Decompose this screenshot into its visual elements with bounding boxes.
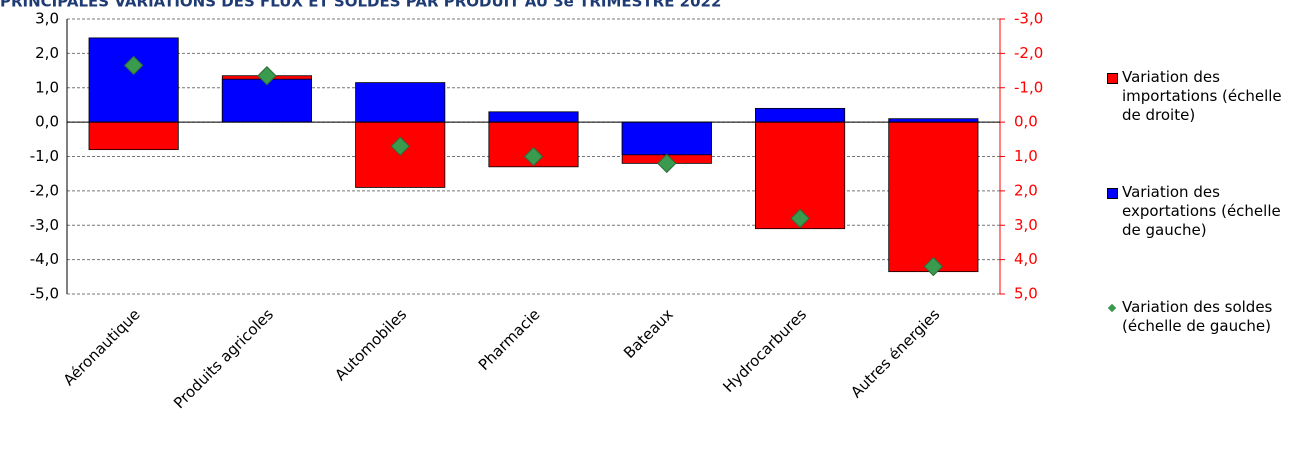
- legend-swatch: [1107, 188, 1118, 199]
- marker: [257, 66, 277, 86]
- bar: [888, 118, 979, 123]
- y2-tick-label: 3,0: [1014, 216, 1038, 234]
- marker: [790, 208, 810, 229]
- bar: [355, 82, 446, 123]
- y2-tick-label: 5,0: [1014, 285, 1038, 303]
- marker: [390, 136, 410, 156]
- y2-tick-label: -3,0: [1014, 10, 1043, 28]
- y-tick-label: 1,0: [35, 78, 59, 96]
- y2-tick-label: 0,0: [1014, 113, 1038, 131]
- bar: [221, 78, 312, 123]
- y-tick-label: -1,0: [30, 147, 59, 165]
- marker: [123, 55, 144, 76]
- legend-label: Variation des soldes (échelle de gauche): [1122, 298, 1273, 335]
- x-tick-label: Automobiles: [331, 305, 410, 384]
- bar: [88, 121, 179, 151]
- legend-label: Variation des importations (échelle de d…: [1122, 68, 1282, 124]
- x-tick-label: Aéronautique: [60, 305, 144, 389]
- x-tick-label: Hydrocarbures: [719, 305, 810, 396]
- legend-label: Variation des exportations (échelle de g…: [1122, 183, 1281, 239]
- y2-tick-label: -1,0: [1014, 78, 1043, 96]
- y-tick-label: -3,0: [30, 216, 59, 234]
- legend-swatch: [1107, 73, 1118, 84]
- bar: [621, 121, 712, 156]
- bar: [888, 121, 979, 273]
- y-tick-label: -2,0: [30, 181, 59, 199]
- y2-tick-label: 4,0: [1014, 250, 1038, 268]
- y2-tick-label: 2,0: [1014, 181, 1038, 199]
- chart-title: PRINCIPALES VARIATIONS DES FLUX ET SOLDE…: [0, 0, 721, 11]
- y2-tick-label: 1,0: [1014, 147, 1038, 165]
- y-tick-label: 2,0: [35, 44, 59, 62]
- x-tick-label: Pharmacie: [475, 305, 544, 374]
- y-tick-label: 0,0: [35, 113, 59, 131]
- legend-entry: Variation des soldes (échelle de gauche): [1107, 298, 1312, 336]
- x-tick-label: Autres énergies: [847, 305, 943, 401]
- y-tick-label: -4,0: [30, 250, 59, 268]
- marker: [523, 146, 544, 167]
- legend-entry: Variation des importations (échelle de d…: [1107, 68, 1312, 125]
- marker: [657, 153, 677, 174]
- y-tick-label: 3,0: [35, 10, 59, 28]
- marker: [923, 256, 944, 277]
- bar: [488, 111, 579, 123]
- legend-entry: Variation des exportations (échelle de g…: [1107, 183, 1312, 240]
- x-tick-label: Produits agricoles: [170, 305, 277, 412]
- y-tick-label: -5,0: [30, 285, 59, 303]
- x-tick-label: Bateaux: [620, 305, 677, 362]
- bar: [88, 37, 179, 123]
- bar: [755, 107, 846, 123]
- y2-tick-label: -2,0: [1014, 44, 1043, 62]
